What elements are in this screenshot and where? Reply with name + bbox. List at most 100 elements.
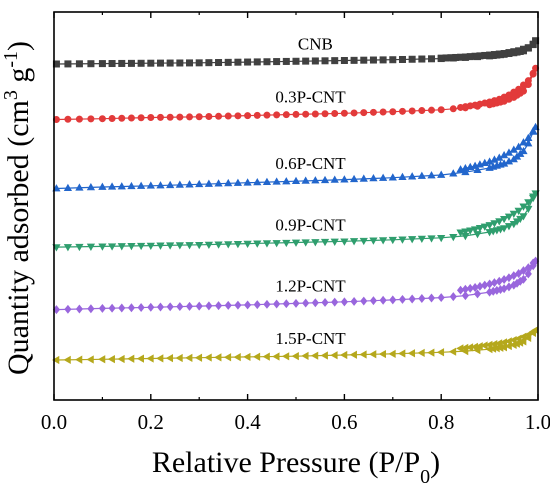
data-point: [118, 59, 126, 67]
data-point: [349, 350, 357, 359]
data-point: [466, 283, 474, 293]
data-point: [223, 353, 232, 362]
data-point: [427, 235, 436, 243]
data-point: [389, 56, 397, 64]
data-point: [127, 354, 135, 363]
data-point: [504, 148, 514, 156]
data-point: [63, 355, 71, 364]
data-point: [417, 348, 425, 358]
data-point: [369, 296, 378, 306]
data-point: [486, 279, 494, 289]
data-point: [302, 110, 310, 118]
data-point: [176, 113, 184, 121]
x-tick-label: 0.6: [331, 410, 357, 434]
series-label: CNB: [298, 34, 333, 53]
data-point: [234, 58, 242, 66]
data-point: [495, 276, 503, 286]
data-point: [214, 353, 222, 362]
data-point: [519, 274, 528, 284]
data-point: [147, 114, 155, 122]
data-point: [427, 171, 436, 179]
data-point: [388, 349, 396, 358]
data-point: [301, 239, 310, 247]
data-point: [321, 57, 329, 65]
data-point: [262, 240, 272, 248]
data-point: [281, 352, 290, 361]
data-point: [524, 199, 533, 207]
data-point: [360, 296, 368, 306]
data-point: [75, 304, 83, 314]
data-point: [137, 303, 145, 312]
data-point: [331, 297, 339, 307]
data-point: [185, 180, 194, 188]
data-point: [282, 299, 290, 309]
data-point: [471, 282, 479, 292]
data-point: [98, 115, 106, 123]
data-point: [166, 180, 175, 189]
data-point: [359, 174, 368, 182]
data-point: [473, 165, 482, 173]
data-point: [398, 107, 406, 115]
data-point: [340, 297, 348, 307]
data-point: [263, 58, 271, 66]
data-point: [311, 239, 320, 247]
data-point: [75, 355, 83, 364]
x-tick-label: 1.0: [525, 410, 550, 434]
data-point: [302, 57, 310, 65]
data-point: [185, 242, 194, 250]
data-point: [350, 56, 358, 64]
data-point: [98, 303, 106, 313]
data-point: [529, 193, 538, 201]
data-point: [428, 106, 436, 114]
data-point: [339, 350, 348, 360]
data-point: [320, 351, 328, 360]
data-point: [108, 114, 116, 122]
data-point: [64, 60, 72, 68]
data-point: [481, 280, 489, 290]
data-point: [205, 113, 213, 121]
data-point: [137, 242, 146, 251]
data-point: [98, 243, 107, 251]
data-point: [224, 178, 233, 187]
data-point: [369, 237, 378, 245]
data-point: [108, 303, 116, 313]
data-point: [186, 113, 194, 121]
data-point: [214, 179, 223, 187]
data-point: [340, 56, 348, 64]
data-point: [473, 289, 482, 299]
data-point: [418, 55, 426, 63]
data-point: [165, 354, 174, 363]
data-point: [244, 112, 252, 120]
data-point: [272, 177, 281, 185]
data-point: [476, 281, 484, 291]
data-point: [519, 138, 528, 146]
data-point: [117, 354, 125, 364]
x-tick-label: 0.4: [234, 410, 261, 434]
data-point: [490, 340, 498, 349]
data-point: [156, 242, 165, 250]
data-point: [273, 111, 281, 119]
data-point: [311, 110, 319, 118]
data-point: [98, 60, 106, 68]
data-point: [195, 179, 204, 188]
data-point: [108, 60, 116, 68]
data-point: [272, 240, 281, 248]
data-point: [86, 355, 94, 364]
data-point: [529, 69, 537, 77]
data-point: [398, 55, 406, 63]
data-point: [224, 241, 233, 249]
data-point: [127, 181, 136, 190]
data-point: [349, 238, 359, 246]
data-point: [480, 341, 488, 350]
data-point: [417, 171, 426, 179]
data-point: [224, 300, 232, 310]
data-point: [528, 327, 537, 336]
data-point: [63, 183, 73, 192]
data-point: [63, 244, 73, 252]
tick-layer: 0.0 0.2 0.4 0.6 0.8 1.0: [41, 12, 550, 434]
data-point: [156, 354, 164, 363]
data-point: [273, 299, 281, 309]
data-point: [398, 349, 406, 358]
data-point: [505, 273, 513, 283]
series-1-2p-cnt: [52, 256, 540, 315]
